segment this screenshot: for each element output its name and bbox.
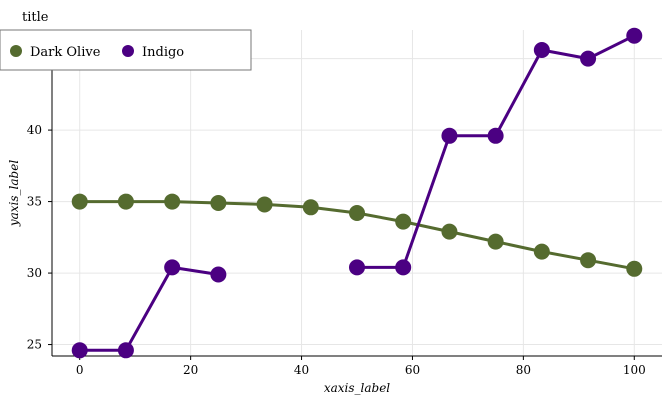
data-point-dark-olive [533, 243, 550, 260]
legend-label-indigo: Indigo [142, 45, 184, 60]
data-point-dark-olive [626, 260, 643, 277]
data-point-dark-olive [580, 252, 597, 269]
data-point-indigo [117, 342, 134, 359]
x-tick-label: 80 [516, 363, 531, 377]
y-tick-label: 30 [27, 266, 42, 280]
grid [52, 30, 662, 356]
data-point-dark-olive [349, 205, 365, 222]
data-point-dark-olive [71, 193, 88, 210]
legend-label-dark-olive: Dark Olive [30, 45, 101, 60]
data-point-indigo [349, 259, 365, 276]
x-tick-label: 100 [623, 363, 646, 377]
data-point-indigo [487, 127, 504, 144]
legend-marker-indigo [122, 45, 134, 57]
data-point-indigo [441, 127, 458, 144]
data-point-indigo [164, 259, 181, 276]
data-point-indigo [580, 50, 597, 67]
data-point-indigo [395, 259, 412, 276]
y-tick-label: 25 [27, 338, 42, 352]
series-line-indigo [79, 34, 635, 352]
data-point-dark-olive [441, 223, 458, 240]
chart-title: title [22, 10, 49, 25]
x-tick-label: 20 [183, 363, 198, 377]
series-layer [71, 27, 643, 359]
data-point-dark-olive [487, 233, 504, 250]
data-point-dark-olive [210, 195, 227, 212]
data-point-dark-olive [117, 193, 134, 210]
ticks: 0204060801002530354045 [27, 52, 646, 377]
data-point-dark-olive [395, 213, 412, 230]
legend: Dark Olive Indigo [0, 29, 252, 71]
x-axis-label: xaxis_label [324, 381, 390, 395]
legend-marker-dark-olive [10, 45, 22, 57]
data-point-indigo [210, 266, 227, 283]
y-tick-label: 40 [27, 123, 42, 137]
data-point-dark-olive [256, 196, 273, 213]
x-tick-label: 40 [294, 363, 309, 377]
data-point-indigo [71, 342, 88, 359]
data-point-indigo [533, 42, 550, 59]
y-tick-label: 35 [27, 195, 42, 209]
data-point-dark-olive [164, 193, 181, 210]
data-point-dark-olive [302, 199, 319, 216]
x-tick-label: 60 [405, 363, 420, 377]
x-tick-label: 0 [76, 363, 84, 377]
data-point-indigo [626, 27, 643, 44]
y-axis-label: yaxis_label [7, 160, 21, 227]
